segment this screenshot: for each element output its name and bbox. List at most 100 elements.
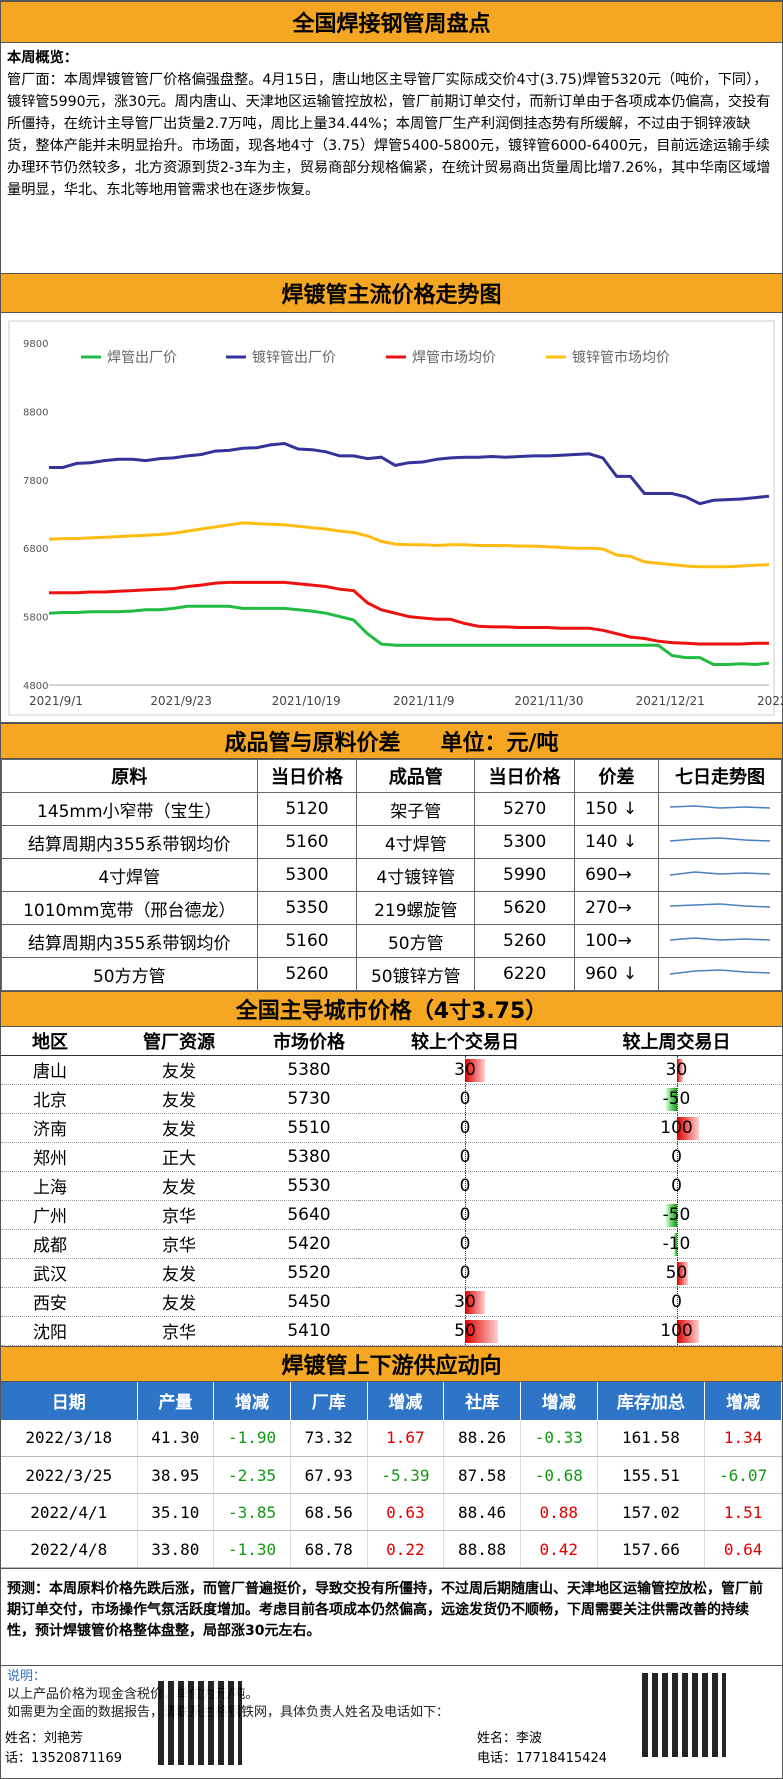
- table-row: 结算周期内355系带钢均价 5160 50方管 5260 100→: [2, 925, 782, 958]
- legend-label: 焊管市场均价: [412, 349, 496, 366]
- table-cell: 1010mm宽带（邢台德龙）: [2, 892, 258, 925]
- table-cell: 5120: [257, 793, 357, 826]
- supply-cell: -3.85: [214, 1494, 291, 1531]
- supply-cell: 157.02: [597, 1494, 705, 1531]
- y-tick-label: 8800: [23, 407, 48, 418]
- change-bar-cell: 0: [359, 1171, 571, 1200]
- city-cell-mill: 京华: [99, 1316, 259, 1345]
- supply-cell: -2.35: [214, 1457, 291, 1494]
- supply-header: 厂库: [290, 1382, 367, 1420]
- supply-cell: 2022/4/1: [1, 1494, 137, 1531]
- price-diff-header: 当日价格: [475, 760, 575, 793]
- qr-code-image: [158, 1681, 242, 1765]
- change-bar-cell: 0: [359, 1113, 571, 1142]
- price-diff-heading: 成品管与原料价差: [224, 725, 400, 757]
- sparkline: [658, 859, 781, 892]
- table-cell: 960 ↓: [575, 958, 659, 991]
- table-cell: 5990: [475, 859, 575, 892]
- table-row: 2022/3/25 38.95 -2.35 67.93 -5.39 87.58 -0.68 1…: [1, 1457, 782, 1494]
- change-value: 0: [460, 1234, 471, 1254]
- city-cell-city: 成都: [1, 1229, 99, 1258]
- table-row: 4寸焊管 5300 4寸镀锌管 5990 690→: [2, 859, 782, 892]
- table-cell: 架子管: [357, 793, 475, 826]
- table-row: 成都 京华 5420 0 -10: [1, 1229, 782, 1258]
- city-cell-price: 5450: [259, 1287, 359, 1316]
- change-value: 0: [460, 1089, 471, 1109]
- contact-1: 姓名：刘艳芳 话：13520871169: [5, 1729, 122, 1769]
- supply-cell: 87.58: [444, 1457, 521, 1494]
- sparkline-svg: [665, 830, 775, 850]
- table-cell: 140 ↓: [575, 826, 659, 859]
- change-value: -10: [663, 1234, 691, 1254]
- supply-cell: 88.26: [444, 1420, 521, 1457]
- supply-header: 增减: [705, 1382, 782, 1420]
- city-cell-city: 济南: [1, 1113, 99, 1142]
- chart-title: 焊镀管主流价格走势图: [1, 273, 782, 313]
- supply-cell: -1.90: [214, 1420, 291, 1457]
- series-line: [49, 606, 769, 664]
- change-bar-cell: 50: [571, 1258, 782, 1287]
- change-value: 100: [660, 1321, 692, 1341]
- city-cell-price: 5420: [259, 1229, 359, 1258]
- change-bar-cell: 0: [571, 1142, 782, 1171]
- table-row: 2022/4/8 33.80 -1.30 68.78 0.22 88.88 0.42 157.…: [1, 1531, 782, 1568]
- table-cell: 5160: [257, 826, 357, 859]
- city-cell-mill: 友发: [99, 1171, 259, 1200]
- table-cell: 5260: [257, 958, 357, 991]
- supply-cell: 0.88: [520, 1494, 597, 1531]
- price-trend-chart: 4800 5800 6800 7800 8800 9800 2021/9/1 2021/9/2…: [1, 313, 782, 723]
- city-cell-city: 上海: [1, 1171, 99, 1200]
- supply-cell: 1.34: [705, 1420, 782, 1457]
- change-bar-cell: 30: [359, 1287, 571, 1316]
- sparkline-svg: [665, 929, 775, 949]
- price-diff-unit: 单位：元/吨: [440, 725, 558, 757]
- city-cell-price: 5530: [259, 1171, 359, 1200]
- sparkline: [658, 925, 781, 958]
- table-cell: 4寸镀锌管: [357, 859, 475, 892]
- change-bar-cell: -10: [571, 1229, 782, 1258]
- price-diff-header: 价差: [575, 760, 659, 793]
- city-cell-mill: 友发: [99, 1113, 259, 1142]
- city-cell-mill: 友发: [99, 1084, 259, 1113]
- x-tick-label: 2021/11/30: [514, 694, 583, 708]
- table-cell: 4寸焊管: [357, 826, 475, 859]
- change-bar-cell: 30: [571, 1055, 782, 1084]
- table-row: 结算周期内355系带钢均价 5160 4寸焊管 5300 140 ↓: [2, 826, 782, 859]
- city-cell-city: 郑州: [1, 1142, 99, 1171]
- city-cell-mill: 京华: [99, 1200, 259, 1229]
- city-cell-mill: 友发: [99, 1055, 259, 1084]
- change-bar-cell: 0: [359, 1084, 571, 1113]
- supply-header: 产量: [137, 1382, 214, 1420]
- supply-cell: 68.56: [290, 1494, 367, 1531]
- change-bar-cell: 50: [359, 1316, 571, 1345]
- qr-code-image: [642, 1673, 726, 1757]
- city-cell-city: 北京: [1, 1084, 99, 1113]
- change-bar-cell: 0: [359, 1142, 571, 1171]
- supply-header: 增减: [367, 1382, 444, 1420]
- x-tick-label: 2021/12/21: [636, 694, 705, 708]
- chart-frame: [9, 321, 774, 715]
- city-cell-mill: 友发: [99, 1287, 259, 1316]
- table-cell: 5620: [475, 892, 575, 925]
- city-cell-mill: 友发: [99, 1258, 259, 1287]
- table-row: 武汉 友发 5520 0 50: [1, 1258, 782, 1287]
- change-bar-cell: 0: [359, 1229, 571, 1258]
- supply-cell: 2022/4/8: [1, 1531, 137, 1568]
- change-value: -50: [663, 1205, 691, 1225]
- supply-cell: 67.93: [290, 1457, 367, 1494]
- table-row: 2022/3/18 41.30 -1.90 73.32 1.67 88.26 -0.33 16…: [1, 1420, 782, 1457]
- supply-header: 日期: [1, 1382, 137, 1420]
- change-bar-cell: 100: [571, 1316, 782, 1345]
- legend-label: 镀锌管出厂价: [252, 349, 336, 366]
- sparkline: [658, 958, 781, 991]
- supply-cell: 68.78: [290, 1531, 367, 1568]
- supply-cell: 2022/3/25: [1, 1457, 137, 1494]
- city-cell-city: 沈阳: [1, 1316, 99, 1345]
- price-diff-header: 成品管: [357, 760, 475, 793]
- supply-cell: 1.51: [705, 1494, 782, 1531]
- supply-header: 增减: [214, 1382, 291, 1420]
- table-cell: 100→: [575, 925, 659, 958]
- city-header: 地区: [1, 1027, 99, 1055]
- supply-cell: 0.64: [705, 1531, 782, 1568]
- change-value: 0: [671, 1292, 682, 1312]
